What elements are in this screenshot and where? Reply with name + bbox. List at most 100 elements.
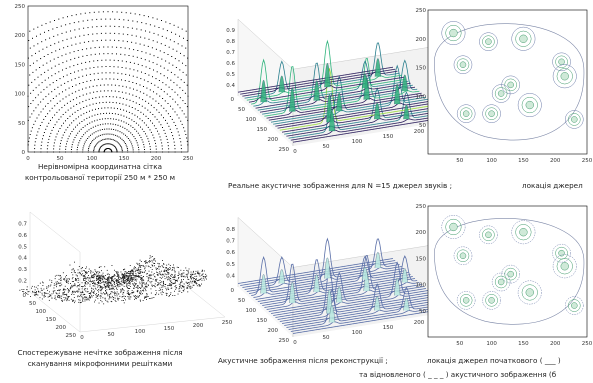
x-tick-label: 250: [582, 341, 593, 347]
x-tick-label: 50: [323, 144, 330, 150]
x-tick-label: 250: [582, 158, 593, 164]
y-tick-label: 50: [419, 123, 426, 129]
source-contour: [479, 225, 498, 245]
source-contour: [519, 228, 528, 237]
source-contour: [445, 218, 462, 236]
y-tick-label: 150: [416, 256, 427, 262]
source-contour: [445, 24, 462, 42]
surface-peak: [289, 87, 296, 112]
source-contour: [488, 297, 495, 304]
source-contour: [552, 243, 571, 263]
y-tick-label: 100: [416, 283, 427, 289]
source-contour: [459, 294, 473, 307]
z-tick-label: 0.6: [226, 250, 235, 256]
source-contour: [501, 75, 520, 95]
source-contour: [462, 110, 470, 117]
grid-caption-1: Нерівномірна координатна сітка: [38, 162, 162, 171]
surface-peak: [260, 79, 267, 103]
y-tick-label: 200: [15, 33, 26, 39]
source-contour: [453, 246, 473, 266]
source-contour: [494, 275, 508, 289]
z-tick-label: 0.3: [18, 267, 27, 273]
surface-peak: [328, 304, 336, 323]
y-tick-label: 50: [238, 298, 245, 304]
x-tick-label: 50: [108, 332, 115, 338]
y-tick-label: 250: [279, 338, 290, 344]
x-tick-label: 0: [80, 335, 84, 341]
surface-peak: [403, 297, 410, 311]
source-contour: [453, 55, 473, 74]
z-tick-label: 0.8: [226, 39, 235, 45]
grid-frame: [27, 5, 189, 153]
x-tick-label: 0: [26, 156, 30, 162]
source-contour: [459, 61, 467, 68]
grid-caption-2: контрольованої території 250 м * 250 м: [24, 173, 176, 182]
source-contour: [504, 78, 517, 92]
z-tick-label: 0.4: [18, 256, 27, 262]
source-contour: [521, 284, 538, 301]
y-tick-label: 0: [23, 293, 27, 299]
x-tick-label: 150: [119, 156, 130, 162]
source-location-caption: локація джерел: [522, 181, 583, 190]
surface-peak: [374, 102, 381, 120]
source-contour: [507, 270, 514, 278]
y-tick-label: 250: [15, 4, 26, 10]
y-tick-label: 200: [416, 37, 427, 43]
z-tick-label: 0.5: [18, 244, 27, 250]
surface-peak: [361, 266, 369, 280]
z-tick-label: 0.8: [226, 227, 235, 233]
surface-peak: [361, 73, 369, 89]
source-contour: [456, 58, 470, 71]
reconstructed-surface-chart: 0.40.50.60.70.80501001502002500501001502…: [226, 216, 456, 346]
z-tick-label: 0.5: [226, 262, 235, 268]
source-contour: [556, 68, 573, 85]
source-contour: [485, 38, 492, 45]
source-contour: [568, 113, 581, 126]
surface-peak: [374, 58, 382, 77]
x-tick-label: 150: [383, 134, 394, 140]
y-tick-label: 0: [231, 97, 235, 103]
y-tick-label: 200: [268, 328, 279, 334]
recovered-contour-chart: 50 100 150 200 250 50 100 150 200 250: [416, 204, 593, 347]
source-contour: [482, 35, 495, 48]
source-contour: [462, 297, 470, 304]
x-tick-label: 100: [486, 158, 497, 164]
x-tick-label: 100: [352, 139, 363, 145]
source-contour: [456, 104, 476, 123]
z-tick-label: 0.4: [226, 273, 235, 279]
source-contour-chart: 50 100 150 200 250 50 100 150 200 250: [416, 8, 593, 164]
outer-contour: [434, 218, 585, 325]
source-contour: [552, 64, 577, 89]
surface-peak: [313, 274, 320, 293]
location-caption-2: та відновленого ( _ _ _ ) акустичного зо…: [359, 370, 557, 379]
source-contour: [560, 262, 569, 271]
x-tick-label: 200: [193, 323, 204, 329]
reconstructed-caption: Акустичне зображення після реконструкції…: [218, 356, 388, 365]
surface-peak: [324, 63, 331, 88]
y-tick-label: 200: [416, 230, 427, 236]
source-contour: [482, 228, 495, 242]
source-contour: [482, 291, 501, 310]
x-tick-label: 0: [293, 149, 297, 155]
source-contour: [488, 110, 495, 117]
box-floor: [79, 276, 226, 333]
y-tick-label: 250: [279, 147, 290, 153]
x-tick-label: 150: [518, 158, 529, 164]
y-tick-label: 100: [416, 94, 427, 100]
source-contour: [521, 96, 538, 114]
x-tick-label: 200: [550, 341, 561, 347]
real-image-caption: Реальне акустичне зображення для N =15 д…: [228, 181, 452, 190]
source-contour: [556, 258, 573, 275]
source-contour: [456, 249, 470, 263]
y-tick-label: 50: [238, 107, 245, 113]
x-tick-label: 150: [383, 325, 394, 331]
location-caption-1: локація джерел початкового ( ___ ): [427, 356, 561, 365]
source-contour: [449, 222, 458, 232]
surface-peak: [403, 104, 410, 120]
source-contour: [441, 21, 466, 45]
surface-peak: [278, 269, 285, 284]
y-tick-label: 200: [56, 325, 67, 331]
reconstructed-surface-panel: 0.40.50.60.70.80501001502002500501001502…: [200, 200, 456, 346]
y-tick-label: 0: [22, 150, 26, 156]
surface-peak: [374, 296, 381, 311]
